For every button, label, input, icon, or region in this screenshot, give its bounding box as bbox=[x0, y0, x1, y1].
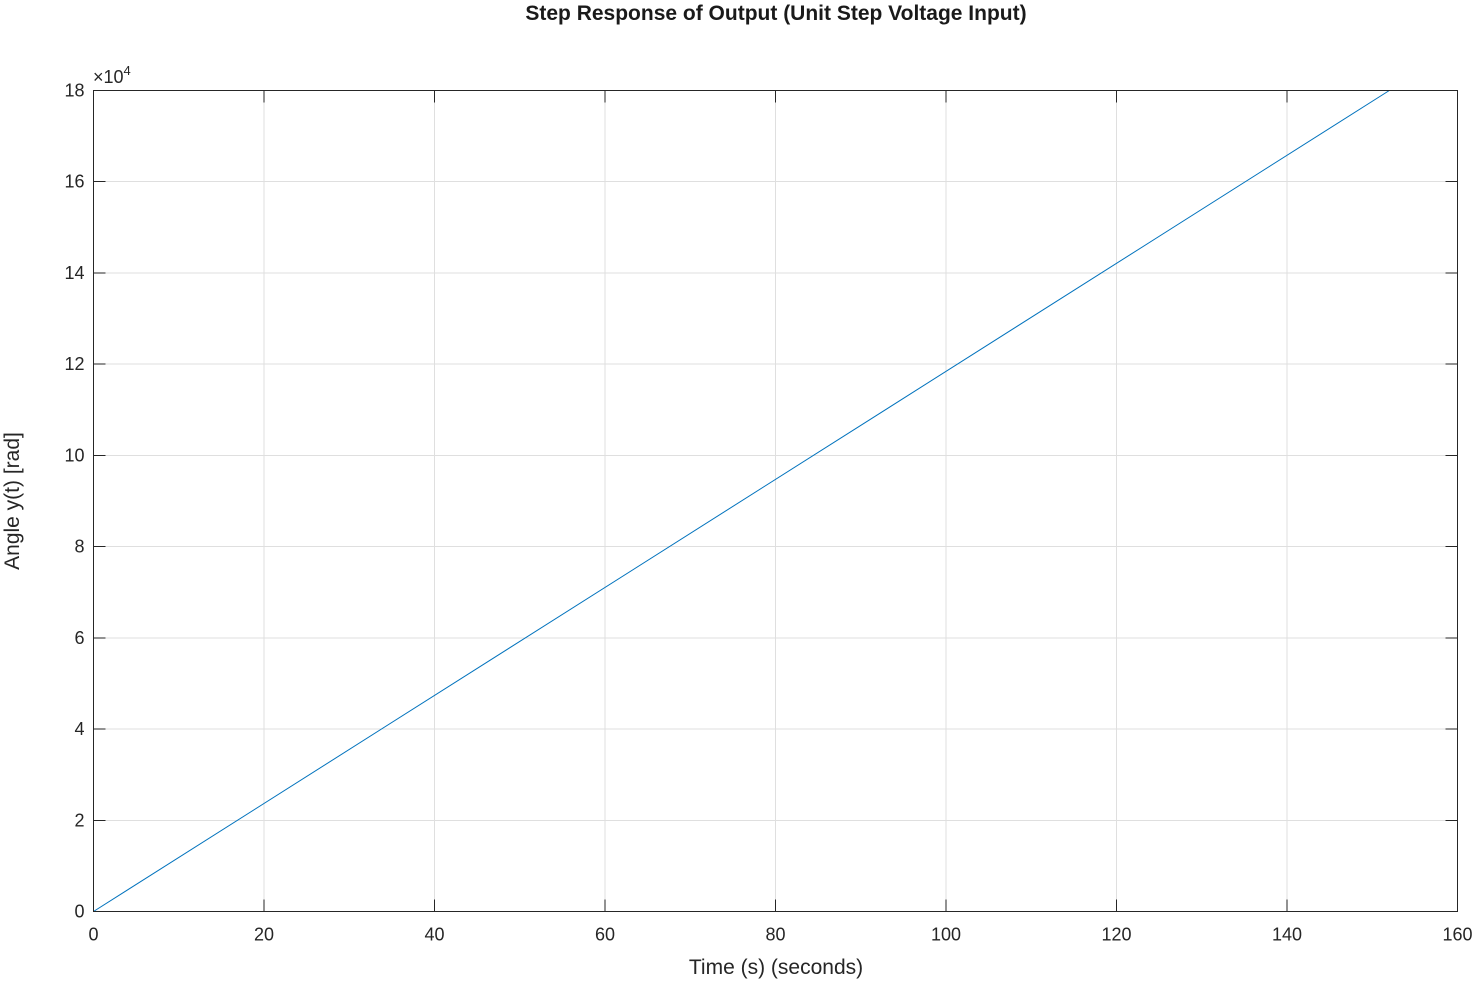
y-axis-exponent: ×104 bbox=[93, 63, 131, 87]
y-tick-label: 16 bbox=[64, 172, 84, 192]
x-tick-label: 0 bbox=[88, 925, 98, 945]
y-axis-exponent-base: ×10 bbox=[93, 67, 124, 87]
x-tick-label: 140 bbox=[1272, 925, 1302, 945]
y-tick-label: 14 bbox=[64, 263, 84, 283]
y-axis-label: Angle y(t) [rad] bbox=[1, 432, 24, 570]
x-tick-label: 40 bbox=[424, 925, 444, 945]
y-tick-label: 0 bbox=[74, 902, 84, 922]
y-tick-label: 6 bbox=[74, 628, 84, 648]
x-tick-labels: 0 20 40 60 80 100 120 140 160 bbox=[88, 925, 1472, 945]
x-tick-label: 100 bbox=[931, 925, 961, 945]
grid bbox=[93, 90, 1458, 912]
y-tick-label: 10 bbox=[64, 445, 84, 465]
x-axis-label: Time (s) (seconds) bbox=[689, 956, 863, 979]
x-tick-label: 160 bbox=[1442, 925, 1472, 945]
plot-series bbox=[93, 90, 1390, 912]
y-tick-label: 2 bbox=[74, 810, 84, 830]
y-axis-exponent-power: 4 bbox=[124, 63, 131, 78]
y-tick-label: 12 bbox=[64, 354, 84, 374]
series-line bbox=[93, 90, 1390, 912]
x-tick-label: 80 bbox=[765, 925, 785, 945]
y-tick-label: 4 bbox=[74, 719, 84, 739]
y-tick-labels: 0 2 4 6 8 10 12 14 16 18 bbox=[64, 81, 84, 922]
chart-title: Step Response of Output (Unit Step Volta… bbox=[525, 2, 1026, 25]
y-tick-label: 18 bbox=[64, 81, 84, 101]
axes-box bbox=[93, 90, 1458, 912]
x-tick-label: 120 bbox=[1101, 925, 1131, 945]
x-tick-label: 60 bbox=[595, 925, 615, 945]
y-tick-label: 8 bbox=[74, 537, 84, 557]
x-tick-label: 20 bbox=[254, 925, 274, 945]
